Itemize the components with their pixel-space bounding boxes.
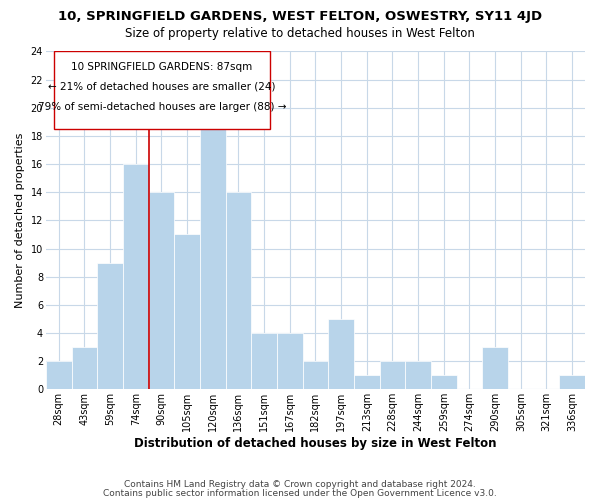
Text: ← 21% of detached houses are smaller (24): ← 21% of detached houses are smaller (24…	[48, 82, 275, 92]
Y-axis label: Number of detached properties: Number of detached properties	[15, 132, 25, 308]
Text: 10, SPRINGFIELD GARDENS, WEST FELTON, OSWESTRY, SY11 4JD: 10, SPRINGFIELD GARDENS, WEST FELTON, OS…	[58, 10, 542, 23]
Bar	[302, 361, 328, 390]
Bar	[174, 234, 200, 390]
Bar	[226, 192, 251, 390]
Bar	[123, 164, 149, 390]
Bar	[277, 333, 302, 390]
Text: Contains public sector information licensed under the Open Government Licence v3: Contains public sector information licen…	[103, 488, 497, 498]
Bar	[71, 347, 97, 390]
Bar	[482, 347, 508, 390]
Bar	[405, 361, 431, 390]
Text: Contains HM Land Registry data © Crown copyright and database right 2024.: Contains HM Land Registry data © Crown c…	[124, 480, 476, 489]
Text: Size of property relative to detached houses in West Felton: Size of property relative to detached ho…	[125, 28, 475, 40]
Bar	[380, 361, 405, 390]
Bar	[559, 375, 585, 390]
Bar	[251, 333, 277, 390]
Bar	[431, 375, 457, 390]
Bar	[354, 375, 380, 390]
Bar	[200, 108, 226, 390]
Bar	[97, 262, 123, 390]
X-axis label: Distribution of detached houses by size in West Felton: Distribution of detached houses by size …	[134, 437, 497, 450]
FancyBboxPatch shape	[54, 52, 269, 129]
Text: 79% of semi-detached houses are larger (88) →: 79% of semi-detached houses are larger (…	[38, 102, 286, 112]
Bar	[328, 319, 354, 390]
Text: 10 SPRINGFIELD GARDENS: 87sqm: 10 SPRINGFIELD GARDENS: 87sqm	[71, 62, 253, 72]
Bar	[46, 361, 71, 390]
Bar	[149, 192, 174, 390]
